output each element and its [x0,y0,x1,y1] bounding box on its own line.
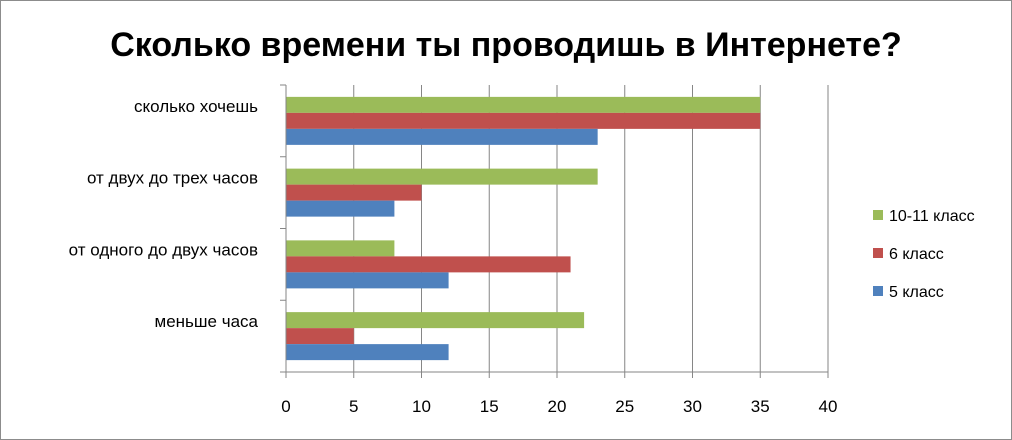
legend-label: 5 класс [889,284,944,301]
x-tick-label: 25 [615,397,634,416]
bar [286,344,449,361]
bar [286,312,585,329]
bar [286,272,449,289]
bar [286,184,422,201]
x-tick-label: 5 [349,397,358,416]
x-tick-label: 10 [412,397,431,416]
bar [286,200,395,217]
bar [286,328,354,345]
x-tick-label: 20 [548,397,567,416]
x-tick-label: 0 [281,397,290,416]
legend-label: 10-11 класс [889,208,975,225]
legend-swatch [873,248,883,258]
y-category-label: от двух до трех часов [87,169,258,188]
bar [286,256,571,273]
legend-label: 6 класс [889,246,944,263]
x-tick-label: 40 [819,397,838,416]
x-tick-label: 30 [683,397,702,416]
y-category-label: от одного до двух часов [69,240,258,259]
x-tick-label: 35 [751,397,770,416]
bar [286,128,598,145]
bar [286,240,395,257]
bar [286,112,761,129]
bars [286,96,761,361]
legend-swatch [873,286,883,296]
chart-title: Сколько времени ты проводишь в Интернете… [110,26,902,64]
y-category-label: сколько хочешь [134,97,258,116]
legend: 10-11 класс 6 класс 5 класс [873,208,975,301]
bar [286,96,761,113]
y-category-label: меньше часа [155,312,259,331]
bar [286,168,598,185]
x-tick-label: 15 [480,397,499,416]
axis-labels: 0 5 10 15 20 25 30 35 40 сколько хочешь от двух до… [69,97,838,416]
legend-swatch [873,210,883,220]
axes [280,84,829,378]
